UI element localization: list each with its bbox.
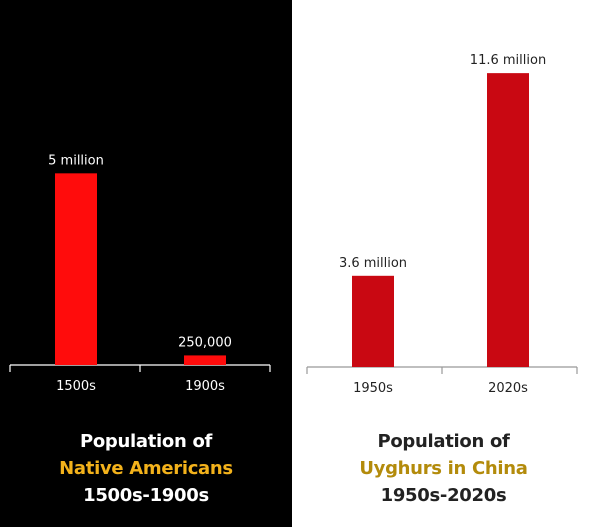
bar-1950s [352,275,394,367]
caption-line-3: 1500s-1900s [83,485,209,506]
uyghurs-chart: 3.6 million 1950s 11.6 million 2020s [306,53,578,396]
uyghurs-caption: Population of Uyghurs in China 1950s-202… [292,428,595,509]
x-tick-label: 1500s [56,379,96,394]
x-tick-label: 1900s [185,379,225,394]
native-americans-caption: Population of Native Americans 1500s-190… [0,428,292,509]
caption-line-3: 1950s-2020s [380,485,507,506]
x-tick-label: 2020s [488,381,528,396]
right-chart-panel: 3.6 million 1950s 11.6 million 2020s Popula… [292,0,595,527]
data-label: 5 million [48,153,104,168]
data-label: 250,000 [178,335,232,350]
caption-highlight: Uyghurs in China [359,458,528,479]
data-label: 3.6 million [339,256,407,271]
left-chart-panel: 5 million 1500s 250,000 1900s Population of… [0,0,292,527]
bar-1900s [184,355,226,365]
caption-line-1: Population of [377,431,510,452]
bar-2020s [487,73,529,367]
data-label: 11.6 million [470,53,546,68]
bar-1500s [55,173,97,365]
native-americans-chart: 5 million 1500s 250,000 1900s [9,153,271,394]
x-tick-label: 1950s [353,381,393,396]
caption-highlight: Native Americans [59,458,233,479]
caption-line-1: Population of [79,431,213,452]
